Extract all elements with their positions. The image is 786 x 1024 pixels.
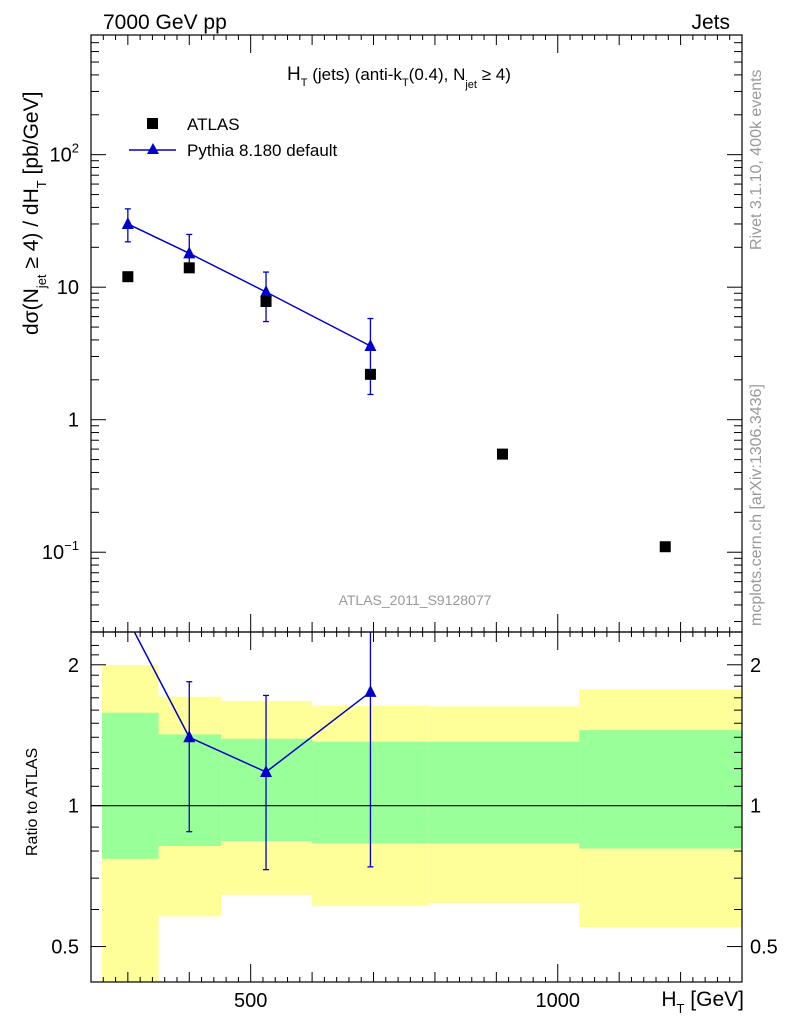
ratio-pythia-point xyxy=(260,765,273,778)
header-right: Jets xyxy=(691,11,730,34)
pythia-point xyxy=(364,338,377,351)
ratio-y-tick-label-left: 0.5 xyxy=(51,937,79,959)
main-title: HT (jets) (anti-kT(0.4), Njet ≥ 4) xyxy=(287,64,511,91)
ratio-pythia-point xyxy=(183,730,196,743)
ratio-inner-band xyxy=(428,741,580,844)
ratio-ylabel: Ratio to ATLAS xyxy=(24,748,41,856)
title-mid2: (0.4), N xyxy=(409,65,466,84)
x-tick-label: 500 xyxy=(234,990,267,1012)
ratio-pythia-line xyxy=(133,632,371,773)
ratio-y-tick-label-left: 1 xyxy=(68,796,79,818)
ratio-panel: 0.5 0.5 1 1 2 2 500 1000 Ratio to ATLAS HT [Ge… xyxy=(24,631,778,1016)
main-y-ticks: 10−1 1 10 102 xyxy=(42,34,742,623)
x-axis-label: HT [GeV] xyxy=(661,988,744,1016)
ratio-clipped-group xyxy=(91,632,742,982)
y-tick-label: 102 xyxy=(50,141,79,167)
atlas-point xyxy=(659,541,671,553)
main-plot-marks xyxy=(121,208,671,553)
ratio-plot-marks xyxy=(91,632,742,982)
y-tick-label: 1 xyxy=(68,410,79,432)
xlabel-unit: [GeV] xyxy=(684,988,744,1011)
ylabel-jet-sub: jet xyxy=(34,274,49,289)
title-tail: ≥ 4) xyxy=(477,65,511,84)
title-h: H xyxy=(287,64,301,85)
atlas-point xyxy=(364,368,376,380)
atlas-point xyxy=(122,271,134,283)
pythia-point xyxy=(183,246,196,259)
ratio-x-ticks: 500 1000 xyxy=(90,632,743,1012)
xlabel-t-sub: T xyxy=(677,1001,685,1016)
ratio-y-ticks: 0.5 0.5 1 1 2 2 xyxy=(51,644,778,959)
analysis-id: ATLAS_2011_S9128077 xyxy=(339,592,492,608)
legend: ATLAS Pythia 8.180 default xyxy=(129,115,338,160)
ratio-inner-band xyxy=(579,730,742,849)
rivet-label: Rivet 3.1.10, 400k events xyxy=(748,69,765,250)
main-x-ticks xyxy=(90,35,743,632)
atlas-point xyxy=(260,295,272,307)
ratio-y-tick-label-left: 2 xyxy=(68,655,79,677)
xlabel-h: H xyxy=(661,988,676,1011)
legend-atlas-marker xyxy=(147,118,158,129)
title-t-sub2: T xyxy=(402,77,409,89)
ratio-inner-band xyxy=(102,712,159,859)
ylabel-p3: [pb/GeV] xyxy=(20,92,43,181)
legend-pythia-label: Pythia 8.180 default xyxy=(187,141,338,160)
pythia-line xyxy=(127,223,371,347)
atlas-point xyxy=(496,448,508,460)
header-left: 7000 GeV pp xyxy=(103,11,227,34)
ratio-pythia-point xyxy=(364,684,377,697)
title-jet-sub: jet xyxy=(464,79,477,91)
y-tick-label: 10−1 xyxy=(42,538,79,564)
legend-atlas-label: ATLAS xyxy=(187,115,240,134)
pythia-point xyxy=(260,284,273,297)
title-t-sub: T xyxy=(301,77,308,89)
mcplots-label: mcplots.cern.ch [arXiv:1306.3436] xyxy=(748,384,765,626)
pythia-point xyxy=(121,216,134,229)
ylabel-p1: dσ(N xyxy=(20,288,43,335)
legend-pythia-marker xyxy=(147,143,159,154)
main-ylabel: dσ(Njet ≥ 4) / dHT [pb/GeV] xyxy=(20,92,49,335)
ratio-y-tick-label-right: 2 xyxy=(750,655,761,677)
ratio-y-tick-label-right: 1 xyxy=(750,796,761,818)
y-tick-label: 10 xyxy=(57,277,79,299)
ratio-y-tick-label-right: 0.5 xyxy=(750,937,778,959)
ratio-frame xyxy=(90,631,743,983)
x-tick-label: 1000 xyxy=(536,990,581,1012)
ylabel-p2: ≥ 4) / dH xyxy=(20,188,43,274)
atlas-point xyxy=(183,262,195,274)
ylabel-t-sub: T xyxy=(34,180,49,188)
title-mid: (jets) (anti-k xyxy=(307,65,402,84)
